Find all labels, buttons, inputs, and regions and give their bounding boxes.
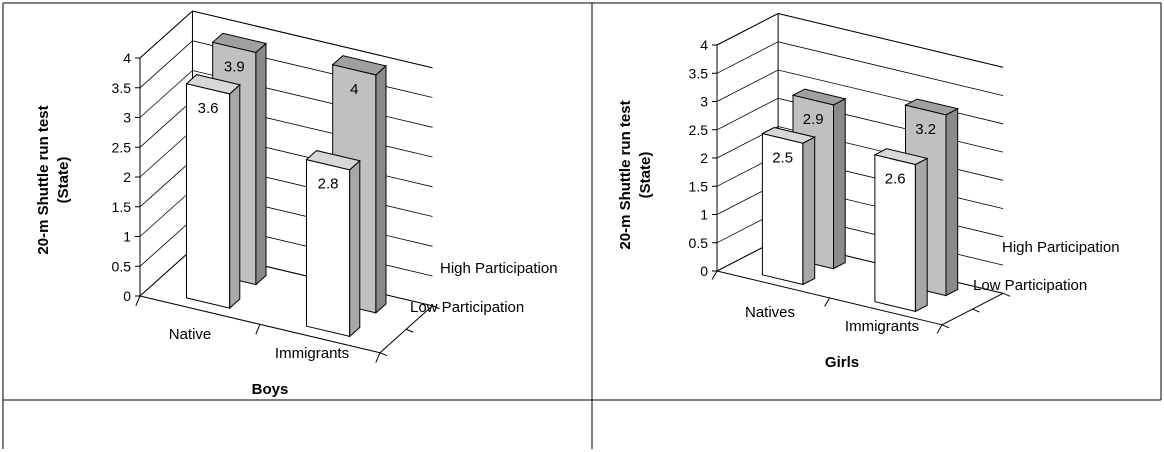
boys-y-tick-label: 1: [123, 229, 131, 245]
bar-side-face: [914, 157, 928, 313]
boys-y-tick-label: 4: [123, 50, 131, 66]
boys-chart: 3.9 4 3.6 2.8 0 0.5 1 1.5 2 2.5 3 3.5 4 20-m Shuttl…: [35, 10, 558, 398]
girls-y-axis-label-line2: (State): [637, 152, 654, 199]
girls-data-label: 3.2: [915, 121, 936, 138]
girls-depth-tick-mark: [941, 324, 950, 329]
bar-top-face: [305, 150, 361, 171]
boys-depth-axis-line: [379, 305, 433, 354]
girls-y-tick-label: 0: [700, 263, 708, 279]
boys-depth-tick-mark: [406, 328, 414, 333]
girls-x-tick-mark: [824, 297, 830, 307]
boys-category-label-native: Native: [169, 326, 212, 343]
bar-side-face: [833, 97, 846, 270]
boys-y-tick-label: 0: [123, 288, 131, 304]
bar-top-face: [904, 98, 960, 116]
girls-x-axis-title: Girls: [825, 354, 859, 371]
girls-y-tick-label: 4: [700, 37, 708, 53]
girls-y-tick-label: 2: [700, 150, 708, 166]
boys-series-label-high: High Participation: [440, 260, 558, 277]
boys-y-tick-label: 1.5: [112, 199, 132, 215]
boys-data-label: 2.8: [318, 176, 339, 193]
boys-y-tick-label: 2.5: [112, 139, 132, 155]
bar-side-face: [229, 83, 241, 310]
bar-top-face: [331, 55, 388, 76]
girls-gridline: [716, 41, 1004, 96]
bar-top-face: [760, 126, 817, 144]
boys-data-label: 4: [350, 81, 358, 98]
girls-category-label-natives: Natives: [745, 304, 795, 321]
girls-bar-low-immigrants: 2.6: [873, 148, 929, 313]
boys-y-tick-label: 0.5: [112, 258, 132, 274]
bar-top-face: [211, 32, 268, 54]
girls-y-tick-label: 3: [700, 94, 708, 110]
girls-y-tick-label: 1.5: [689, 178, 709, 194]
girls-chart: 2.9 3.2 2.5 2.6 0 0.5 1 1.5 2 2.5 3 3.5 4 20-m Shut…: [617, 12, 1120, 371]
bar-top-face: [873, 148, 929, 166]
bar-front-face: [186, 83, 231, 309]
boys-bar-low-native: 3.6: [185, 74, 241, 310]
boys-category-label-immigrants: Immigrants: [275, 345, 349, 362]
girls-gridline: [716, 13, 1004, 68]
boys-data-label: 3.6: [198, 100, 219, 117]
bar-top-face: [185, 74, 241, 95]
boys-depth-tick-mark: [379, 352, 388, 357]
boys-x-tick-mark: [255, 324, 261, 335]
bar-side-face: [375, 64, 387, 315]
bar-side-face: [802, 136, 816, 286]
girls-data-label: 2.9: [803, 111, 824, 128]
girls-depth-tick-mark: [972, 308, 980, 313]
boys-y-tick-label: 2: [123, 169, 131, 185]
girls-y-axis-label-line1: 20-m Shuttle run test: [617, 100, 634, 249]
girls-bar-low-natives: 2.5: [760, 126, 817, 286]
girls-x-tick-mark: [711, 270, 718, 280]
bar-side-face: [255, 42, 267, 286]
boys-x-axis-title: Boys: [252, 381, 289, 398]
girls-data-label: 2.6: [885, 171, 906, 188]
bar-top-face: [791, 88, 847, 106]
boys-bar-low-immigrants: 2.8: [305, 150, 361, 338]
boys-x-tick-mark: [135, 295, 141, 306]
bar-side-face: [349, 159, 361, 338]
boys-y-tick-label: 3: [123, 110, 131, 126]
bar-side-face: [945, 107, 959, 297]
boys-x-tick-mark: [375, 352, 381, 363]
boys-depth-tick-mark: [432, 305, 440, 310]
girls-y-tick-label: 3.5: [689, 65, 709, 81]
girls-y-tick-label: 0.5: [689, 235, 709, 251]
girls-category-label-immigrants: Immigrants: [845, 318, 919, 335]
girls-y-tick-label: 2.5: [689, 122, 709, 138]
boys-y-tick-label: 3.5: [112, 80, 132, 96]
boys-data-label: 3.9: [224, 58, 245, 75]
girls-series-label-high: High Participation: [1002, 239, 1120, 256]
girls-series-label-low: Low Participation: [973, 277, 1087, 294]
boys-gridline: [139, 10, 433, 69]
girls-data-label: 2.5: [772, 149, 793, 166]
girls-x-tick-mark: [936, 324, 943, 334]
boys-y-axis-label-line2: (State): [55, 157, 72, 204]
boys-series-label-low: Low Participation: [410, 299, 524, 316]
boys-y-axis-label-line1: 20-m Shuttle run test: [35, 105, 52, 254]
girls-y-tick-label: 1: [700, 207, 708, 223]
girls-depth-tick-mark: [1002, 292, 1011, 297]
